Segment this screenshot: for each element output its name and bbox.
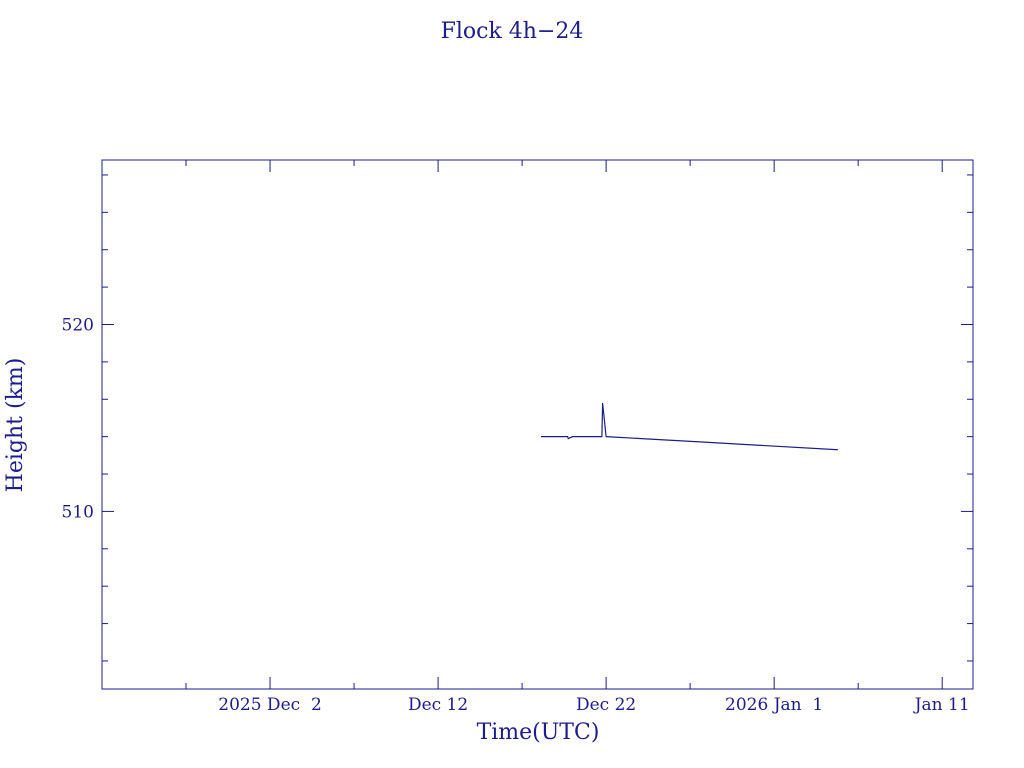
- data-line: [541, 402, 838, 451]
- chart-title: Flock 4h−24: [441, 19, 584, 44]
- y-tick-label: 520: [62, 315, 94, 335]
- x-tick-label: Dec 22: [576, 695, 636, 715]
- x-tick-label: Dec 12: [408, 695, 468, 715]
- plot-frame: [101, 159, 974, 690]
- x-tick-label: Jan 11: [913, 695, 970, 715]
- x-axis-label: Time(UTC): [477, 720, 600, 745]
- y-tick-label: 510: [62, 502, 94, 522]
- y-axis-label: Height (km): [3, 358, 28, 493]
- x-tick-label: 2025 Dec 2: [218, 695, 322, 715]
- x-tick-label: 2026 Jan 1: [725, 695, 823, 715]
